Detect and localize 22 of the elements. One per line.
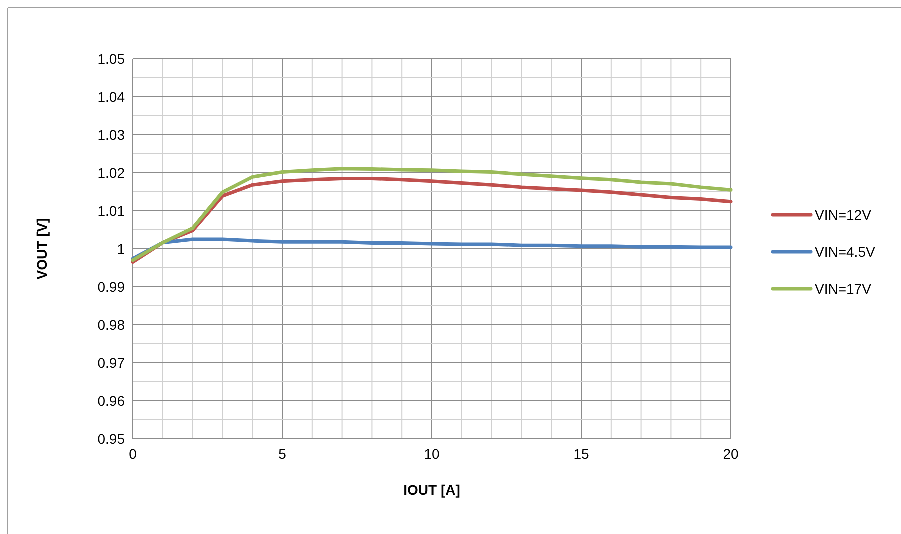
legend-label: VIN=17V [815,281,872,297]
line-series [131,238,733,261]
y-tick-label: 0.97 [98,355,126,371]
x-tick-label: 15 [574,446,590,462]
legend-label: VIN=12V [815,207,872,223]
y-tick-label: 0.96 [98,393,126,409]
y-tick-label: 0.99 [98,279,126,295]
y-tick-label: 1.02 [98,165,126,181]
y-tick-label: 1 [117,241,126,257]
y-tick-label: 1.05 [98,51,126,67]
y-tick-label: 0.95 [98,431,126,447]
y-tick-label: 1.01 [98,203,126,219]
x-axis-title: IOUT [A] [404,482,460,498]
y-tick-label: 1.03 [98,127,126,143]
legend-label: VIN=4.5V [815,244,876,260]
y-tick-label: 0.98 [98,317,126,333]
x-tick-label: 5 [278,446,287,462]
x-tick-label: 20 [723,446,739,462]
y-tick-label: 1.04 [98,89,126,105]
y-axis-title: VOUT [V] [34,218,50,280]
x-tick-label: 0 [129,446,138,462]
x-tick-label: 10 [424,446,440,462]
